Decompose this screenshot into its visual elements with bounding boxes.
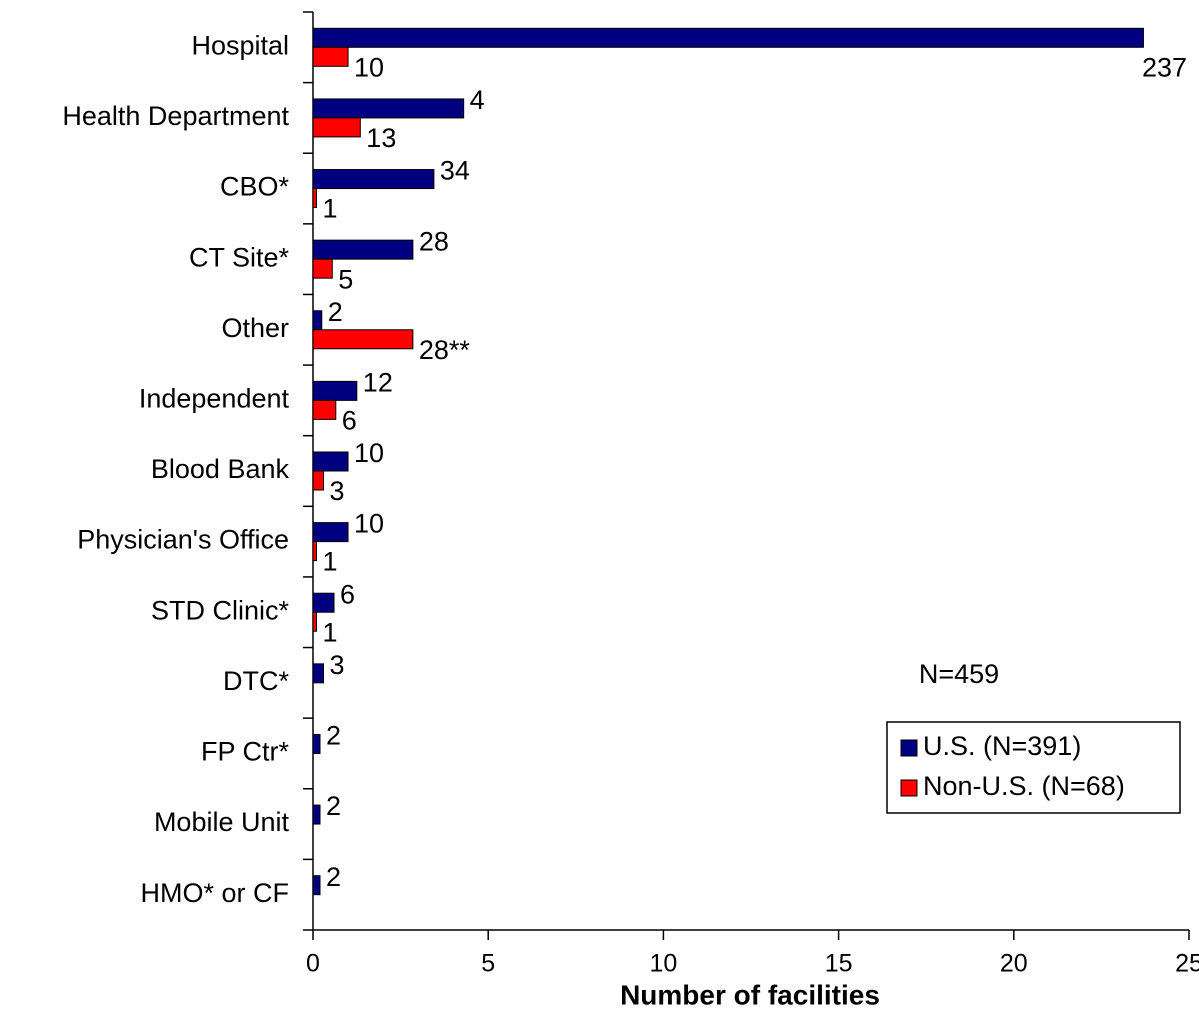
x-tick-label: 20 bbox=[1000, 950, 1028, 978]
data-label: 3 bbox=[330, 476, 345, 506]
bar bbox=[312, 541, 318, 562]
bar bbox=[312, 169, 435, 190]
annotation: N=459 bbox=[919, 659, 999, 689]
data-label: 2 bbox=[326, 862, 341, 892]
bar bbox=[312, 27, 1144, 48]
bar bbox=[312, 258, 333, 279]
data-label: 34 bbox=[440, 156, 470, 186]
bar bbox=[312, 611, 318, 632]
y-tick-label: CT Site* bbox=[189, 242, 290, 272]
bar bbox=[312, 399, 337, 420]
legend-label: Non-U.S. (N=68) bbox=[923, 771, 1125, 801]
x-axis-title: Number of facilities bbox=[620, 979, 880, 1010]
data-label: 12 bbox=[363, 368, 393, 398]
y-tick-label: Hospital bbox=[191, 30, 289, 60]
x-tick-label: 15 bbox=[825, 950, 853, 978]
y-tick-label: Mobile Unit bbox=[154, 807, 290, 837]
legend-label: U.S. (N=391) bbox=[923, 731, 1081, 761]
y-tick-label: FP Ctr* bbox=[201, 737, 290, 767]
y-tick-label: DTC* bbox=[223, 666, 289, 696]
data-label: 2 bbox=[326, 791, 341, 821]
data-label: 6 bbox=[342, 406, 357, 436]
y-tick-label: HMO* or CF bbox=[141, 878, 290, 908]
bar bbox=[312, 804, 321, 825]
bar bbox=[312, 46, 349, 67]
x-tick-label: 10 bbox=[649, 950, 677, 978]
bar bbox=[312, 733, 321, 754]
data-label: 1 bbox=[323, 617, 338, 647]
bar bbox=[312, 188, 318, 209]
y-tick-label: Health Department bbox=[62, 101, 289, 131]
y-tick-label: Blood Bank bbox=[151, 454, 290, 484]
bar bbox=[312, 98, 465, 119]
data-label: 1 bbox=[323, 194, 338, 224]
bar bbox=[312, 239, 414, 260]
bar bbox=[312, 451, 349, 472]
data-label: 28 bbox=[419, 226, 449, 256]
y-tick-label: Other bbox=[221, 313, 289, 343]
data-label: 13 bbox=[366, 123, 396, 153]
data-label: 6 bbox=[340, 579, 355, 609]
legend-swatch bbox=[900, 739, 918, 757]
y-tick-label: STD Clinic* bbox=[151, 595, 290, 625]
data-label: 10 bbox=[354, 52, 384, 82]
data-label: 2 bbox=[326, 721, 341, 751]
data-label: 4 bbox=[470, 85, 485, 115]
x-tick-label: 5 bbox=[481, 950, 495, 978]
data-label: 237 bbox=[1142, 52, 1187, 82]
bar bbox=[312, 117, 361, 138]
y-tick-label: Independent bbox=[139, 384, 290, 414]
data-label: 2 bbox=[328, 297, 343, 327]
data-label: 28** bbox=[419, 335, 471, 365]
data-label: 10 bbox=[354, 509, 384, 539]
bar bbox=[312, 380, 358, 401]
data-label: 3 bbox=[330, 650, 345, 680]
bar bbox=[312, 522, 349, 543]
bar bbox=[312, 875, 321, 896]
bar bbox=[312, 470, 325, 491]
bar bbox=[312, 310, 323, 331]
bar bbox=[312, 663, 325, 684]
y-tick-label: CBO* bbox=[220, 172, 290, 202]
data-label: 5 bbox=[338, 264, 353, 294]
y-tick-label: Physician's Office bbox=[77, 525, 289, 555]
x-tick-label: 25 bbox=[1175, 950, 1199, 978]
data-label: 1 bbox=[323, 547, 338, 577]
bar bbox=[312, 329, 414, 350]
legend-box bbox=[886, 721, 1181, 814]
legend-swatch bbox=[900, 779, 918, 797]
bar bbox=[312, 592, 335, 613]
x-tick-label: 0 bbox=[306, 950, 320, 978]
data-label: 10 bbox=[354, 438, 384, 468]
